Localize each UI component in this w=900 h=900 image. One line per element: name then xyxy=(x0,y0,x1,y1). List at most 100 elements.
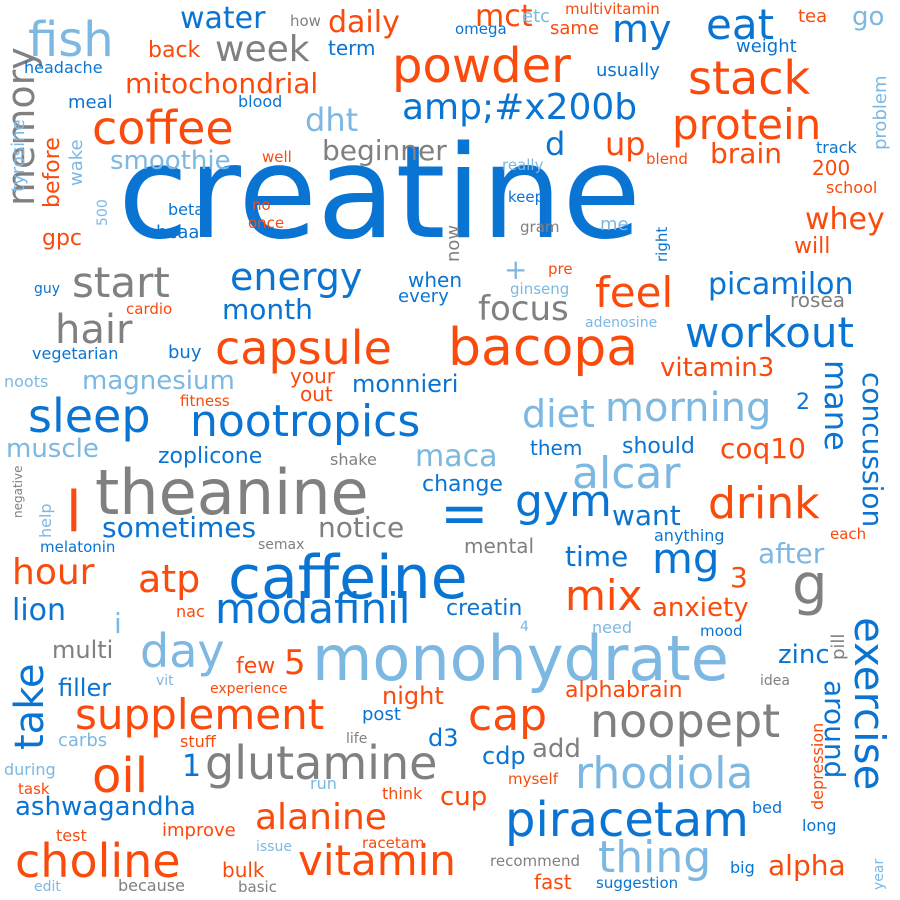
word-adenosine: adenosine xyxy=(585,315,658,331)
word-brain: brain xyxy=(710,137,782,170)
word-keep: keep xyxy=(508,188,545,206)
word-me: me xyxy=(600,214,629,235)
word-big: big xyxy=(730,858,755,877)
word-fitness: fitness xyxy=(180,392,230,410)
word-problem: problem xyxy=(870,75,891,150)
word-racetam: racetam xyxy=(362,834,425,852)
word-recommend: recommend xyxy=(490,852,580,870)
word-200: 200 xyxy=(812,156,851,180)
word-focus: focus xyxy=(478,289,569,329)
word-choline: choline xyxy=(15,834,181,888)
word-alanine: alanine xyxy=(255,797,387,838)
word-rosea: rosea xyxy=(790,288,845,312)
word-monnieri: monnieri xyxy=(352,370,459,398)
word-now: now xyxy=(443,224,464,262)
word-gym: gym xyxy=(515,476,612,527)
word-3: 3 xyxy=(730,561,748,594)
word-piracetam: piracetam xyxy=(505,792,749,848)
word-ginseng: ginseng xyxy=(510,280,570,298)
word-mg: mg xyxy=(652,534,720,583)
word-wake: wake xyxy=(66,139,87,186)
word-post: post xyxy=(362,704,401,725)
word-improve: improve xyxy=(162,820,236,841)
word-multi: multi xyxy=(52,636,114,664)
word-dht: dht xyxy=(305,101,359,139)
word-mitochondrial: mitochondrial xyxy=(125,67,319,100)
word-pill: pill xyxy=(828,633,849,660)
word-omega: omega xyxy=(455,20,507,38)
word-notice: notice xyxy=(318,511,405,544)
word-500: 500 xyxy=(95,199,111,226)
word-right: right xyxy=(653,226,671,262)
word-year: year xyxy=(871,858,887,890)
word-once: once xyxy=(248,214,285,232)
word-few: few xyxy=(236,654,276,679)
word-5: 5 xyxy=(284,643,306,683)
word-task: task xyxy=(18,780,50,798)
word-l: l xyxy=(66,480,82,545)
word-semax: semax xyxy=(258,537,305,553)
word-creatine: creatine xyxy=(118,119,641,268)
word-anxiety: anxiety xyxy=(652,593,749,623)
word-melatonin: melatonin xyxy=(40,538,116,556)
word-zoplicone: zoplicone xyxy=(158,444,263,469)
word-guy: guy xyxy=(34,281,61,297)
word-filler: filler xyxy=(58,674,112,702)
word-long: long xyxy=(802,816,837,835)
word-muscle: muscle xyxy=(6,434,99,464)
word-morning: morning xyxy=(605,385,772,431)
word-run: run xyxy=(310,774,337,793)
word-cup: cup xyxy=(440,782,488,812)
word-amp-x200b: amp;#x200b xyxy=(402,87,638,128)
word-same: same xyxy=(550,18,600,39)
word-bcaa: bcaa xyxy=(156,222,200,243)
word-hour: hour xyxy=(12,552,95,593)
word-during: during xyxy=(4,760,56,779)
word-stack: stack xyxy=(688,51,811,105)
word-suggestion: suggestion xyxy=(596,874,679,892)
word-whey: whey xyxy=(805,202,885,237)
word-bacopa: bacopa xyxy=(448,318,639,378)
word-vitamin: vitamin xyxy=(298,836,456,885)
word-when: when xyxy=(408,268,463,292)
word-d3: d3 xyxy=(428,724,459,752)
word-ashwagandha: ashwagandha xyxy=(15,792,196,822)
word-i: i xyxy=(114,607,122,640)
word-noots: noots xyxy=(4,372,49,391)
word-powder: powder xyxy=(392,38,571,94)
word-equals: = xyxy=(440,479,489,547)
word-zinc: zinc xyxy=(778,640,830,670)
word-really: really xyxy=(502,156,544,174)
word-myself: myself xyxy=(508,770,558,788)
word-capsule: capsule xyxy=(215,321,392,375)
word-cardio: cardio xyxy=(126,300,173,318)
word-sleep: sleep xyxy=(28,389,151,443)
word-shake: shake xyxy=(330,450,377,469)
word-eat: eat xyxy=(706,0,775,49)
word-out: out xyxy=(300,382,333,406)
word-blood: blood xyxy=(238,92,283,111)
word-theanine: theanine xyxy=(95,456,369,529)
word-oil: oil xyxy=(92,748,149,804)
word-noopept: noopept xyxy=(590,694,781,748)
word-weight: weight xyxy=(736,36,797,57)
word-magnesium: magnesium xyxy=(82,366,235,396)
word-vitamin3: vitamin3 xyxy=(660,353,775,383)
word-blend: blend xyxy=(646,150,688,168)
word-night: night xyxy=(382,682,444,710)
word-thing: thing xyxy=(598,832,712,883)
word-well: well xyxy=(262,148,292,166)
word-carbs: carbs xyxy=(58,730,108,751)
word-term: term xyxy=(328,36,376,60)
word-negative: negative xyxy=(11,465,25,518)
word-4: 4 xyxy=(520,619,529,635)
word-depression: depression xyxy=(808,722,827,810)
word-sometimes: sometimes xyxy=(102,511,257,544)
word-concussion: concussion xyxy=(856,372,889,528)
word-up: up xyxy=(605,125,646,163)
word-test: test xyxy=(56,826,87,845)
word-vit: vit xyxy=(156,673,174,689)
word-water: water xyxy=(180,1,266,36)
word-drink: drink xyxy=(708,478,820,529)
word-beta: beta xyxy=(168,200,205,219)
